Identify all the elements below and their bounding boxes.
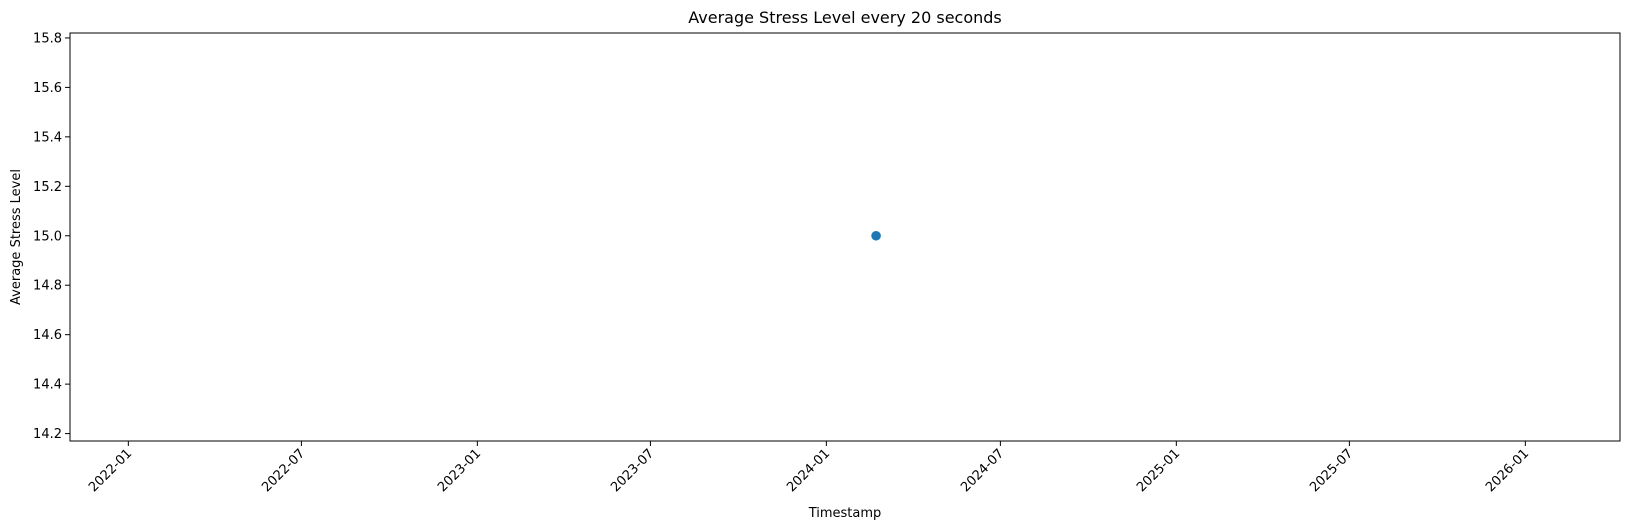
data-series	[871, 230, 881, 241]
plot-area	[69, 32, 1621, 442]
x-tick-label: 2024-07	[958, 446, 1007, 495]
x-tick-label: 2025-01	[1134, 446, 1183, 495]
x-tick-label: 2022-07	[259, 446, 308, 495]
x-axis-label: Timestamp	[808, 506, 882, 521]
y-axis: 14.2 14.4 14.6 14.8 15.0 15.2 15.4 15.6 15.8	[33, 31, 70, 442]
y-axis-label: Average Stress Level	[9, 169, 24, 305]
y-tick-label: 15.8	[33, 31, 62, 46]
y-tick-label: 14.4	[33, 378, 62, 393]
y-tick-label: 15.4	[33, 130, 62, 145]
y-tick-label: 15.0	[33, 229, 62, 244]
x-tick-label: 2025-07	[1307, 446, 1356, 495]
x-tick-label: 2023-01	[435, 446, 484, 495]
y-tick-label: 15.2	[33, 180, 62, 195]
data-point	[871, 230, 881, 241]
x-tick-label: 2023-07	[608, 446, 657, 495]
x-tick-label: 2022-01	[86, 446, 135, 495]
x-axis: 2022-01 2022-07 2023-01 2023-07 2024-01 2024-…	[86, 441, 1532, 495]
y-tick-label: 15.6	[33, 81, 62, 96]
y-tick-label: 14.8	[33, 279, 62, 294]
x-tick-label: 2024-01	[784, 446, 833, 495]
chart-title: Average Stress Level every 20 seconds	[688, 8, 1002, 27]
y-tick-label: 14.2	[33, 427, 62, 442]
y-tick-label: 14.6	[33, 328, 62, 343]
x-tick-label: 2026-01	[1483, 446, 1532, 495]
